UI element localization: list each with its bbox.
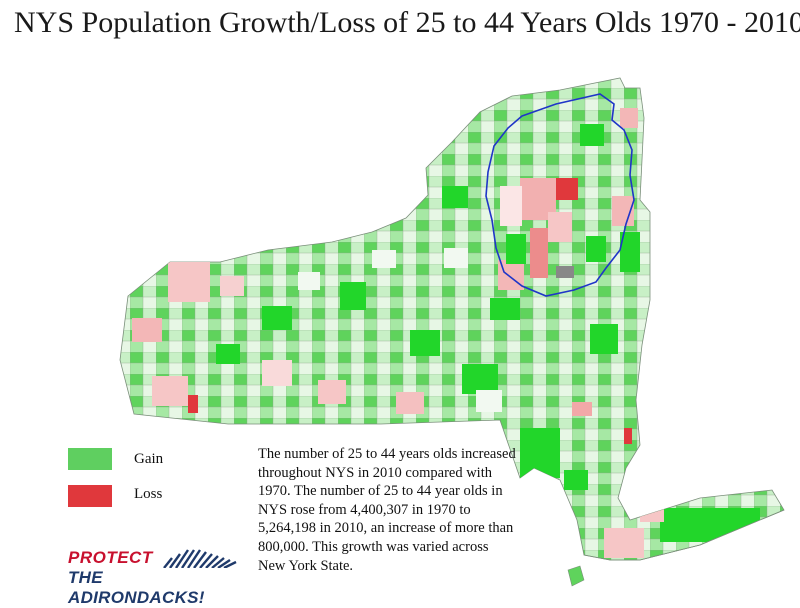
logo-line2: THE ADIRONDACKS! bbox=[68, 568, 205, 607]
state-outline bbox=[119, 77, 785, 587]
legend-gain-label: Gain bbox=[134, 451, 164, 467]
legend-loss-swatch bbox=[68, 485, 112, 507]
legend-gain-swatch bbox=[68, 448, 112, 470]
map-title: NYS Population Growth/Loss of 25 to 44 Y… bbox=[14, 6, 800, 39]
mountains-icon bbox=[163, 549, 237, 568]
adirondack-park-boundary bbox=[485, 93, 635, 297]
legend-loss-label: Loss bbox=[134, 486, 163, 502]
protect-the-adirondacks-logo: PROTECT THE ADIRONDACKS! bbox=[68, 548, 240, 607]
logo-line1: PROTECT bbox=[68, 548, 153, 567]
description-text: The number of 25 to 44 years olds increa… bbox=[258, 446, 516, 574]
